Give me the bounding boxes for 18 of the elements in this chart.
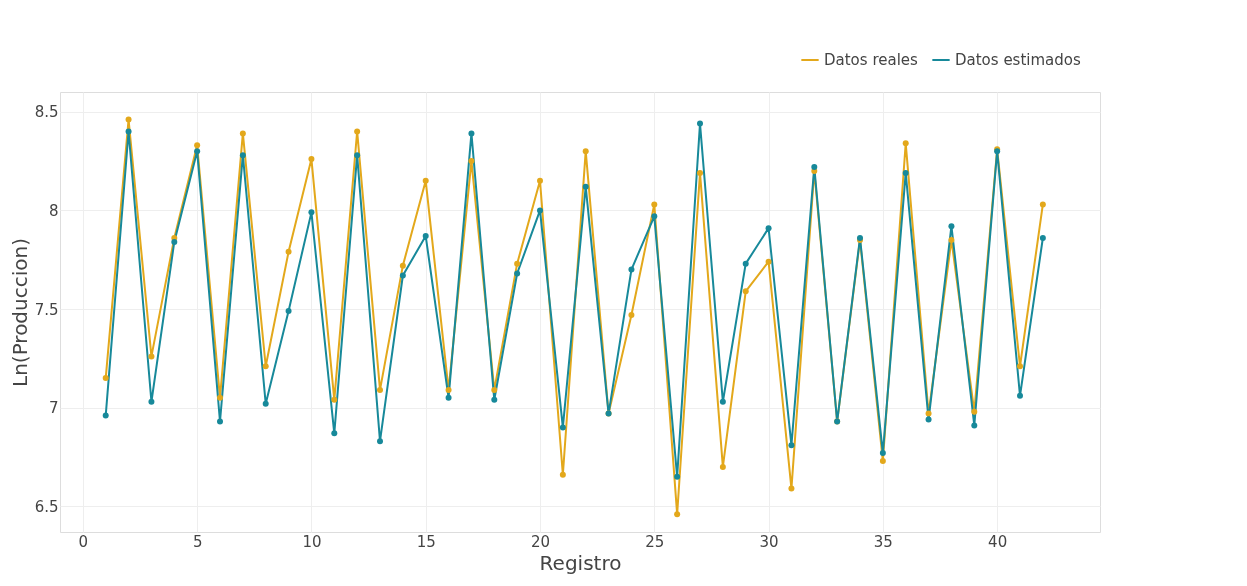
y-tick-label: 8.5 [34,103,59,122]
x-tick-label: 25 [645,532,665,551]
y-tick-label: 7 [48,399,59,418]
legend-label: Datos estimados [955,51,1081,69]
y-tick-label: 6.5 [34,497,59,516]
x-tick-label: 35 [873,532,893,551]
x-tick-label: 0 [78,532,89,551]
x-tick-label: 5 [192,532,203,551]
y-tick-label: 7.5 [34,300,59,319]
x-tick-label: 40 [988,532,1008,551]
y-axis-title: Ln(Produccion) [7,238,32,387]
y-tick-label: 8 [48,201,59,220]
x-tick-label: 30 [759,532,779,551]
x-tick-label: 15 [416,532,436,551]
x-tick-label: 10 [302,532,322,551]
legend-label: Datos reales [824,51,919,69]
x-tick-label: 20 [530,532,551,551]
x-axis-title: Registro [539,550,622,575]
